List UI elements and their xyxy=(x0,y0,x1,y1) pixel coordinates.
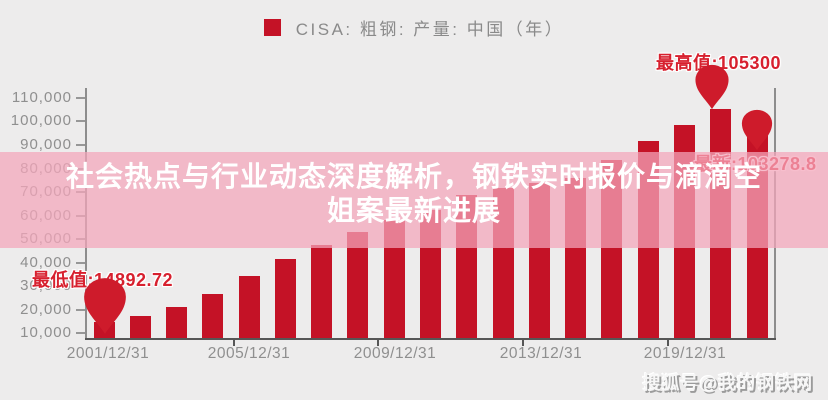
x-tick-label: 2013/12/31 xyxy=(499,345,583,362)
y-tick-label: 100,000 xyxy=(10,112,72,130)
x-tick-mark xyxy=(233,340,235,346)
y-tick-label: 110,000 xyxy=(11,88,72,106)
bar xyxy=(238,276,260,340)
latest-value-pin-icon xyxy=(741,109,773,151)
x-tick-mark xyxy=(377,340,379,346)
bar xyxy=(166,306,188,340)
y-tick-label: 40,000 xyxy=(20,253,72,271)
y-tick-mark xyxy=(76,285,85,288)
headline-line-1: 社会热点与行业动态深度解析，钢铁实时报价与滴滴空 xyxy=(65,161,762,192)
watermark-text: 搜狐号@我的钢铁网 xyxy=(642,373,813,393)
red-square-legend-icon xyxy=(263,18,281,36)
overlay-band xyxy=(0,152,828,248)
headline-line-2: 姐案最新进展 xyxy=(326,195,501,226)
bar xyxy=(383,220,405,340)
x-tick-mark xyxy=(522,340,524,346)
y-tick-label: 90,000 xyxy=(20,136,72,153)
bar xyxy=(311,244,333,340)
bar xyxy=(274,259,296,340)
x-tick-label: 2009/12/31 xyxy=(353,345,437,362)
chart-title: CISA: 粗钢: 产量: 中国（年） xyxy=(295,19,565,39)
chart-legend: CISA: 粗钢: 产量: 中国（年） xyxy=(0,16,828,39)
y-tick-label: 10,000 xyxy=(20,324,72,342)
x-tick-label: 2001/12/31 xyxy=(66,345,150,362)
y-tick-mark xyxy=(76,332,85,335)
y-tick-mark xyxy=(76,120,85,123)
y-tick-label: 30,000 xyxy=(20,277,72,295)
max-value-callout: 最高值:105300 xyxy=(656,53,782,73)
min-value-pin-icon xyxy=(84,278,126,334)
y-tick-mark xyxy=(76,144,85,146)
bar xyxy=(347,231,369,340)
y-tick-mark xyxy=(76,96,85,99)
headline-text: 社会热点与行业动态深度解析，钢铁实时报价与滴滴空 姐案最新进展 xyxy=(0,160,828,228)
bar xyxy=(202,294,224,340)
y-tick-mark xyxy=(76,308,85,311)
x-tick-label: 2005/12/31 xyxy=(207,345,291,362)
x-tick-mark xyxy=(667,340,669,346)
bar xyxy=(129,315,151,340)
x-tick-label: 2019/12/31 xyxy=(643,345,727,362)
y-tick-label: 20,000 xyxy=(20,300,72,318)
max-value-pin-icon xyxy=(695,64,729,110)
y-tick-mark xyxy=(76,261,85,264)
x-axis-line xyxy=(85,338,776,340)
